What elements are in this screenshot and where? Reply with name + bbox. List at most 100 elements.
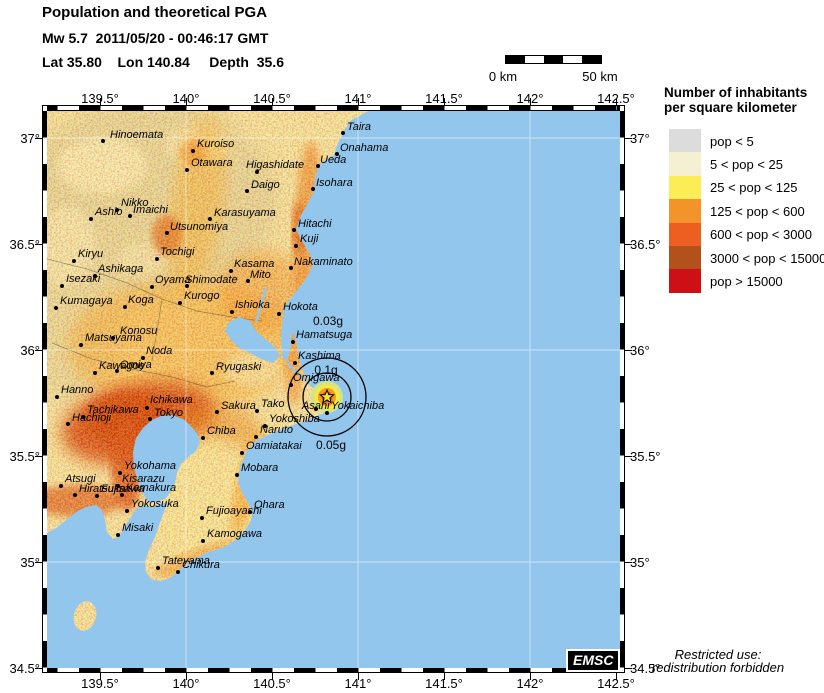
map-art <box>47 111 620 668</box>
city-label: Ashio <box>95 206 123 218</box>
city-label: Misaki <box>122 522 154 534</box>
city-label: Ashikaga <box>98 263 144 275</box>
axis-label-left: 35° <box>20 555 40 570</box>
city-dot <box>116 484 120 488</box>
legend-item-label: 5 < pop < 25 <box>710 156 784 172</box>
city-dot <box>230 310 234 314</box>
legend-item-label: pop < 5 <box>710 133 754 149</box>
city-label: Taira <box>347 121 372 133</box>
city-dot <box>185 284 189 288</box>
city-label: Kuji <box>300 233 319 245</box>
legend-item-label: pop > 15000 <box>710 273 783 289</box>
city-dot <box>229 269 233 273</box>
legend-title: Number of inhabitants per square kilomet… <box>664 85 807 115</box>
city-label: Otawara <box>191 157 233 169</box>
axis-tick-right <box>625 244 632 245</box>
lake-kasumigaura <box>225 317 280 363</box>
legend-item-label: 3000 < pop < 15000 <box>710 250 824 266</box>
city-label: Hokota <box>283 301 318 313</box>
axis-tick-top <box>272 98 273 105</box>
city-label: Atsugi <box>65 473 96 485</box>
city-dot <box>335 152 339 156</box>
axis-tick-top <box>358 98 359 105</box>
city-dot <box>240 451 244 455</box>
event-location-depth: Lat 35.80 Lon 140.84 Depth 35.6 <box>42 54 284 70</box>
scale-segment <box>563 56 582 63</box>
legend-item-label: 25 < pop < 125 <box>710 180 798 196</box>
axis-label-top: 139.5° <box>70 91 130 106</box>
city-dot <box>60 284 64 288</box>
city-label: Kashima <box>298 350 341 362</box>
city-dot <box>165 231 169 235</box>
axis-tick-bottom <box>100 673 101 680</box>
city-label: Onahama <box>340 142 389 154</box>
city-dot <box>255 170 259 174</box>
city-label: Kamogawa <box>207 528 263 540</box>
city-dot <box>314 407 318 411</box>
city-label: Mobara <box>241 462 279 474</box>
axis-label-top: 141.5° <box>414 91 474 106</box>
axis-tick-top <box>616 98 617 105</box>
city-label: Koga <box>128 294 154 306</box>
scale-segment <box>506 56 525 63</box>
pga-contour-circles <box>287 357 367 437</box>
city-label: Kuroiso <box>197 138 235 150</box>
restricted-line2: redistribution forbidden <box>651 660 785 675</box>
city-dot <box>200 516 204 520</box>
city-label: Hachioji <box>72 412 112 424</box>
restricted-use-notice: Restricted use: redistribution forbidden <box>622 648 814 674</box>
city-dot <box>208 217 212 221</box>
city-label: Kiryu <box>78 248 104 260</box>
axis-tick-left <box>35 668 42 669</box>
pga-contour-label: 0.05g <box>315 438 347 452</box>
axis-label-right: 35.5° <box>630 449 661 464</box>
city-label: Tako <box>261 398 285 410</box>
map-canvas: Hinoemata Kuroiso Otawara Higashidate Taira O… <box>47 111 620 668</box>
city-dot <box>185 168 189 172</box>
axis-label-left: 34.5° <box>9 661 40 676</box>
city-label: Kawagoe <box>99 360 145 372</box>
pga-contour-0.05g <box>287 357 367 437</box>
city-label: Mito <box>250 269 271 281</box>
city-dot <box>325 411 329 415</box>
city-label: Kasama <box>234 258 275 270</box>
city-label: Kurogo <box>184 290 220 302</box>
city-label: Hinoemata <box>110 129 164 141</box>
scale-segment <box>582 56 601 63</box>
axis-label-bottom: 142° <box>516 676 544 691</box>
city-label: Tachikawa <box>87 404 139 416</box>
city-dot <box>150 285 154 289</box>
city-dot <box>255 409 259 413</box>
city-dot <box>245 189 249 193</box>
city-label: Kisarazu <box>122 473 165 485</box>
city-label: Yokosuka <box>131 498 179 510</box>
city-label: Hamatsuga <box>296 329 353 341</box>
city-dot <box>120 493 124 497</box>
city-label: Nikko <box>121 197 149 209</box>
city-dot <box>289 383 293 387</box>
city-dot <box>263 424 267 428</box>
pga-contour-label: 0.03g <box>312 314 344 328</box>
city-dot <box>292 228 296 232</box>
axis-tick-right <box>625 562 632 563</box>
city-dot <box>115 369 119 373</box>
city-dot <box>248 510 252 514</box>
city-dot <box>178 301 182 305</box>
city-dot <box>118 471 122 475</box>
city-label: Imaichi <box>133 204 168 216</box>
city-dot <box>215 410 219 414</box>
city-dot <box>291 340 295 344</box>
legend-title-line1: Number of inhabitants <box>664 85 808 100</box>
scale-segment <box>544 56 563 63</box>
river <box>254 287 268 323</box>
axis-tick-bottom <box>186 673 187 680</box>
axis-label-bottom: 141.5° <box>425 676 463 691</box>
city-label: Nakaminato <box>294 256 353 268</box>
city-dot <box>293 361 297 365</box>
city-label: Hanno <box>61 384 94 396</box>
city-label: Isezaki <box>66 273 101 285</box>
city-label: Ohara <box>254 499 285 511</box>
city-label: Fujisawa <box>101 483 145 495</box>
axis-tick-left <box>35 562 42 563</box>
restricted-line1: Restricted use: <box>674 647 762 662</box>
